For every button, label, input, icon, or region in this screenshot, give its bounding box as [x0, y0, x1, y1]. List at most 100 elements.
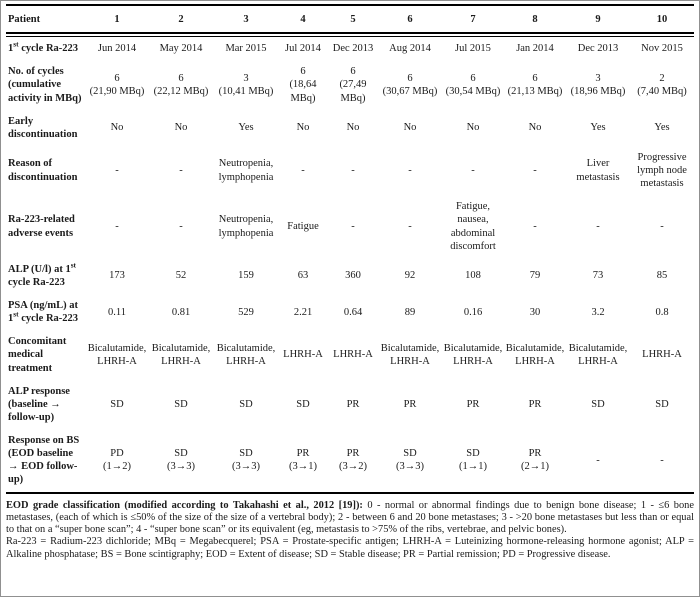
- patient-number-header: 5: [350, 14, 356, 25]
- table-cell: Jan 2014: [516, 43, 554, 55]
- table-cell: 0.81: [171, 306, 191, 318]
- table-cell: 6 (22,12 MBq): [153, 72, 209, 97]
- table-cell: Yes: [238, 122, 254, 134]
- table-cell: Mar 2015: [225, 43, 267, 55]
- table-cell: SD: [110, 398, 124, 410]
- row-header: ALP (U/l) at 1st cycle Ra-223: [8, 260, 77, 288]
- row-header: Reason of discontinuation: [8, 158, 78, 183]
- table-cell: Dec 2013: [577, 43, 619, 55]
- table-cell: Bicalutamide, LHRH-A: [443, 342, 503, 367]
- table-row: Ra-223-related adverse events - - Neutropen…: [6, 195, 694, 258]
- table-cell: LHRH-A: [642, 349, 682, 361]
- table-cell: -: [179, 220, 183, 232]
- table-cell: 79: [529, 270, 541, 282]
- row-header: No. of cycles (cumulative activity in MB…: [8, 66, 82, 104]
- patient-number-header: 9: [595, 14, 601, 25]
- table-cell: No: [174, 122, 188, 134]
- table-cell: No: [466, 122, 480, 134]
- table-cell: SD (1→1): [442, 429, 504, 494]
- patient-number-header: 2: [178, 14, 184, 25]
- table-cell: 2 (7,40 MBq): [637, 72, 687, 97]
- table-cell: Progressive lymph node metastasis: [637, 151, 687, 190]
- table-cell: No: [346, 122, 360, 134]
- table-cell: Liver metastasis: [576, 158, 620, 183]
- table-cell: LHRH-A: [283, 349, 323, 361]
- table-cell: Neutropenia, lymphopenia: [218, 158, 274, 183]
- row-header: Ra-223-related adverse events: [8, 214, 75, 239]
- row-header: Concomitant medical treatment: [8, 336, 67, 374]
- patient-number-header: 8: [532, 14, 538, 25]
- table-cell: 6 (30,67 MBq): [382, 72, 438, 97]
- table-cell: 3 (10,41 MBq): [218, 72, 274, 97]
- table-cell: No: [403, 122, 417, 134]
- table-cell: SD (3→3): [148, 429, 214, 494]
- table-row: Early discontinuation No No Yes No No No No No Ye…: [6, 110, 694, 146]
- patient-characteristics-table: Patient 1 2 3 4 5 6 7 8 9 10 1st cycle Ra-223 Jun …: [6, 4, 694, 494]
- corner-header: Patient: [8, 14, 41, 25]
- table-cell: 159: [238, 270, 254, 282]
- table-cell: -: [533, 220, 537, 232]
- table-cell: May 2014: [159, 43, 203, 55]
- table-cell: SD: [174, 398, 188, 410]
- table-cell: No: [110, 122, 124, 134]
- table-cell: -: [115, 220, 119, 232]
- header-row: Patient 1 2 3 4 5 6 7 8 9 10: [6, 5, 694, 33]
- table-cell: Dec 2013: [332, 43, 374, 55]
- table-cell: 529: [238, 306, 254, 318]
- footnote-classification-text: 0 - normal or abnormal findings due to b…: [6, 499, 694, 536]
- table-cell: SD (3→3): [378, 429, 442, 494]
- table-cell: Jun 2014: [97, 43, 137, 55]
- table-cell: -: [660, 220, 664, 232]
- row-header: Early discontinuation: [8, 115, 78, 140]
- table-cell: Bicalutamide, LHRH-A: [505, 342, 565, 367]
- table-cell: -: [533, 165, 537, 176]
- table-cell: 0.8: [655, 306, 669, 318]
- row-header: 1st cycle Ra-223: [8, 39, 79, 55]
- table-cell: Aug 2014: [389, 43, 431, 55]
- footnote-abbreviations: Ra-223 = Radium-223 dichloride; MBq = Me…: [6, 536, 694, 560]
- table-cell: SD: [239, 398, 253, 410]
- header-rule: [6, 32, 694, 38]
- table-cell: 6 (21,13 MBq): [507, 72, 563, 97]
- table-row: PSA (ng/mL) at 1st cycle Ra-223 0.11 0.81 5…: [6, 294, 694, 330]
- table-row: Concomitant medical treatment Bicalutamid…: [6, 330, 694, 379]
- table-row: Response on BS (EOD baseline → EOD follo…: [6, 429, 694, 494]
- table-cell: 360: [345, 270, 361, 282]
- table-cell: -: [301, 165, 305, 176]
- table-cell: 0.64: [343, 306, 363, 318]
- table-cell: 6 (21,90 MBq): [89, 72, 145, 97]
- table-cell: -: [471, 165, 475, 176]
- table-row: 1st cycle Ra-223 Jun 2014 May 2014 Mar 2015…: [6, 37, 694, 61]
- table-cell: Fatigue: [287, 220, 319, 232]
- table-cell: Bicalutamide, LHRH-A: [568, 342, 628, 367]
- table-cell: Bicalutamide, LHRH-A: [380, 342, 440, 367]
- row-header: ALP response (baseline → follow-up): [8, 385, 70, 423]
- table-cell: PR: [403, 398, 417, 410]
- table-cell: 2.21: [293, 306, 313, 318]
- table-cell: Nov 2015: [641, 43, 683, 55]
- table-cell: Bicalutamide, LHRH-A: [151, 342, 211, 367]
- table-cell: 89: [404, 306, 416, 318]
- table-cell: Jul 2015: [455, 43, 491, 55]
- table-cell: -: [408, 220, 412, 232]
- table-cell: PR: [346, 398, 360, 410]
- table-cell: 52: [175, 270, 187, 282]
- patient-number-header: 10: [656, 14, 668, 25]
- patient-number-header: 6: [407, 14, 413, 25]
- table-cell: 6 (18,64 MBq): [289, 66, 317, 104]
- table-cell: -: [351, 165, 355, 176]
- table-row: ALP (U/l) at 1st cycle Ra-223 173 52 159 63 3…: [6, 258, 694, 294]
- footnote-classification-lead: EOD grade classification (modified accor…: [6, 499, 363, 511]
- patient-number-header: 3: [243, 14, 249, 25]
- table-cell: -: [179, 165, 183, 176]
- table-cell: SD: [655, 398, 669, 410]
- table-cell: LHRH-A: [333, 349, 373, 361]
- table-cell: SD: [591, 398, 605, 410]
- table-cell: PR: [466, 398, 480, 410]
- table-cell: 3 (18,96 MBq): [570, 72, 626, 97]
- table-cell: 63: [297, 270, 309, 282]
- table-cell: PR (3→1): [278, 429, 328, 494]
- row-header: PSA (ng/mL) at 1st cycle Ra-223: [8, 300, 79, 325]
- table-row: Reason of discontinuation - - Neutropenia, …: [6, 146, 694, 195]
- table-cell: 108: [465, 270, 481, 282]
